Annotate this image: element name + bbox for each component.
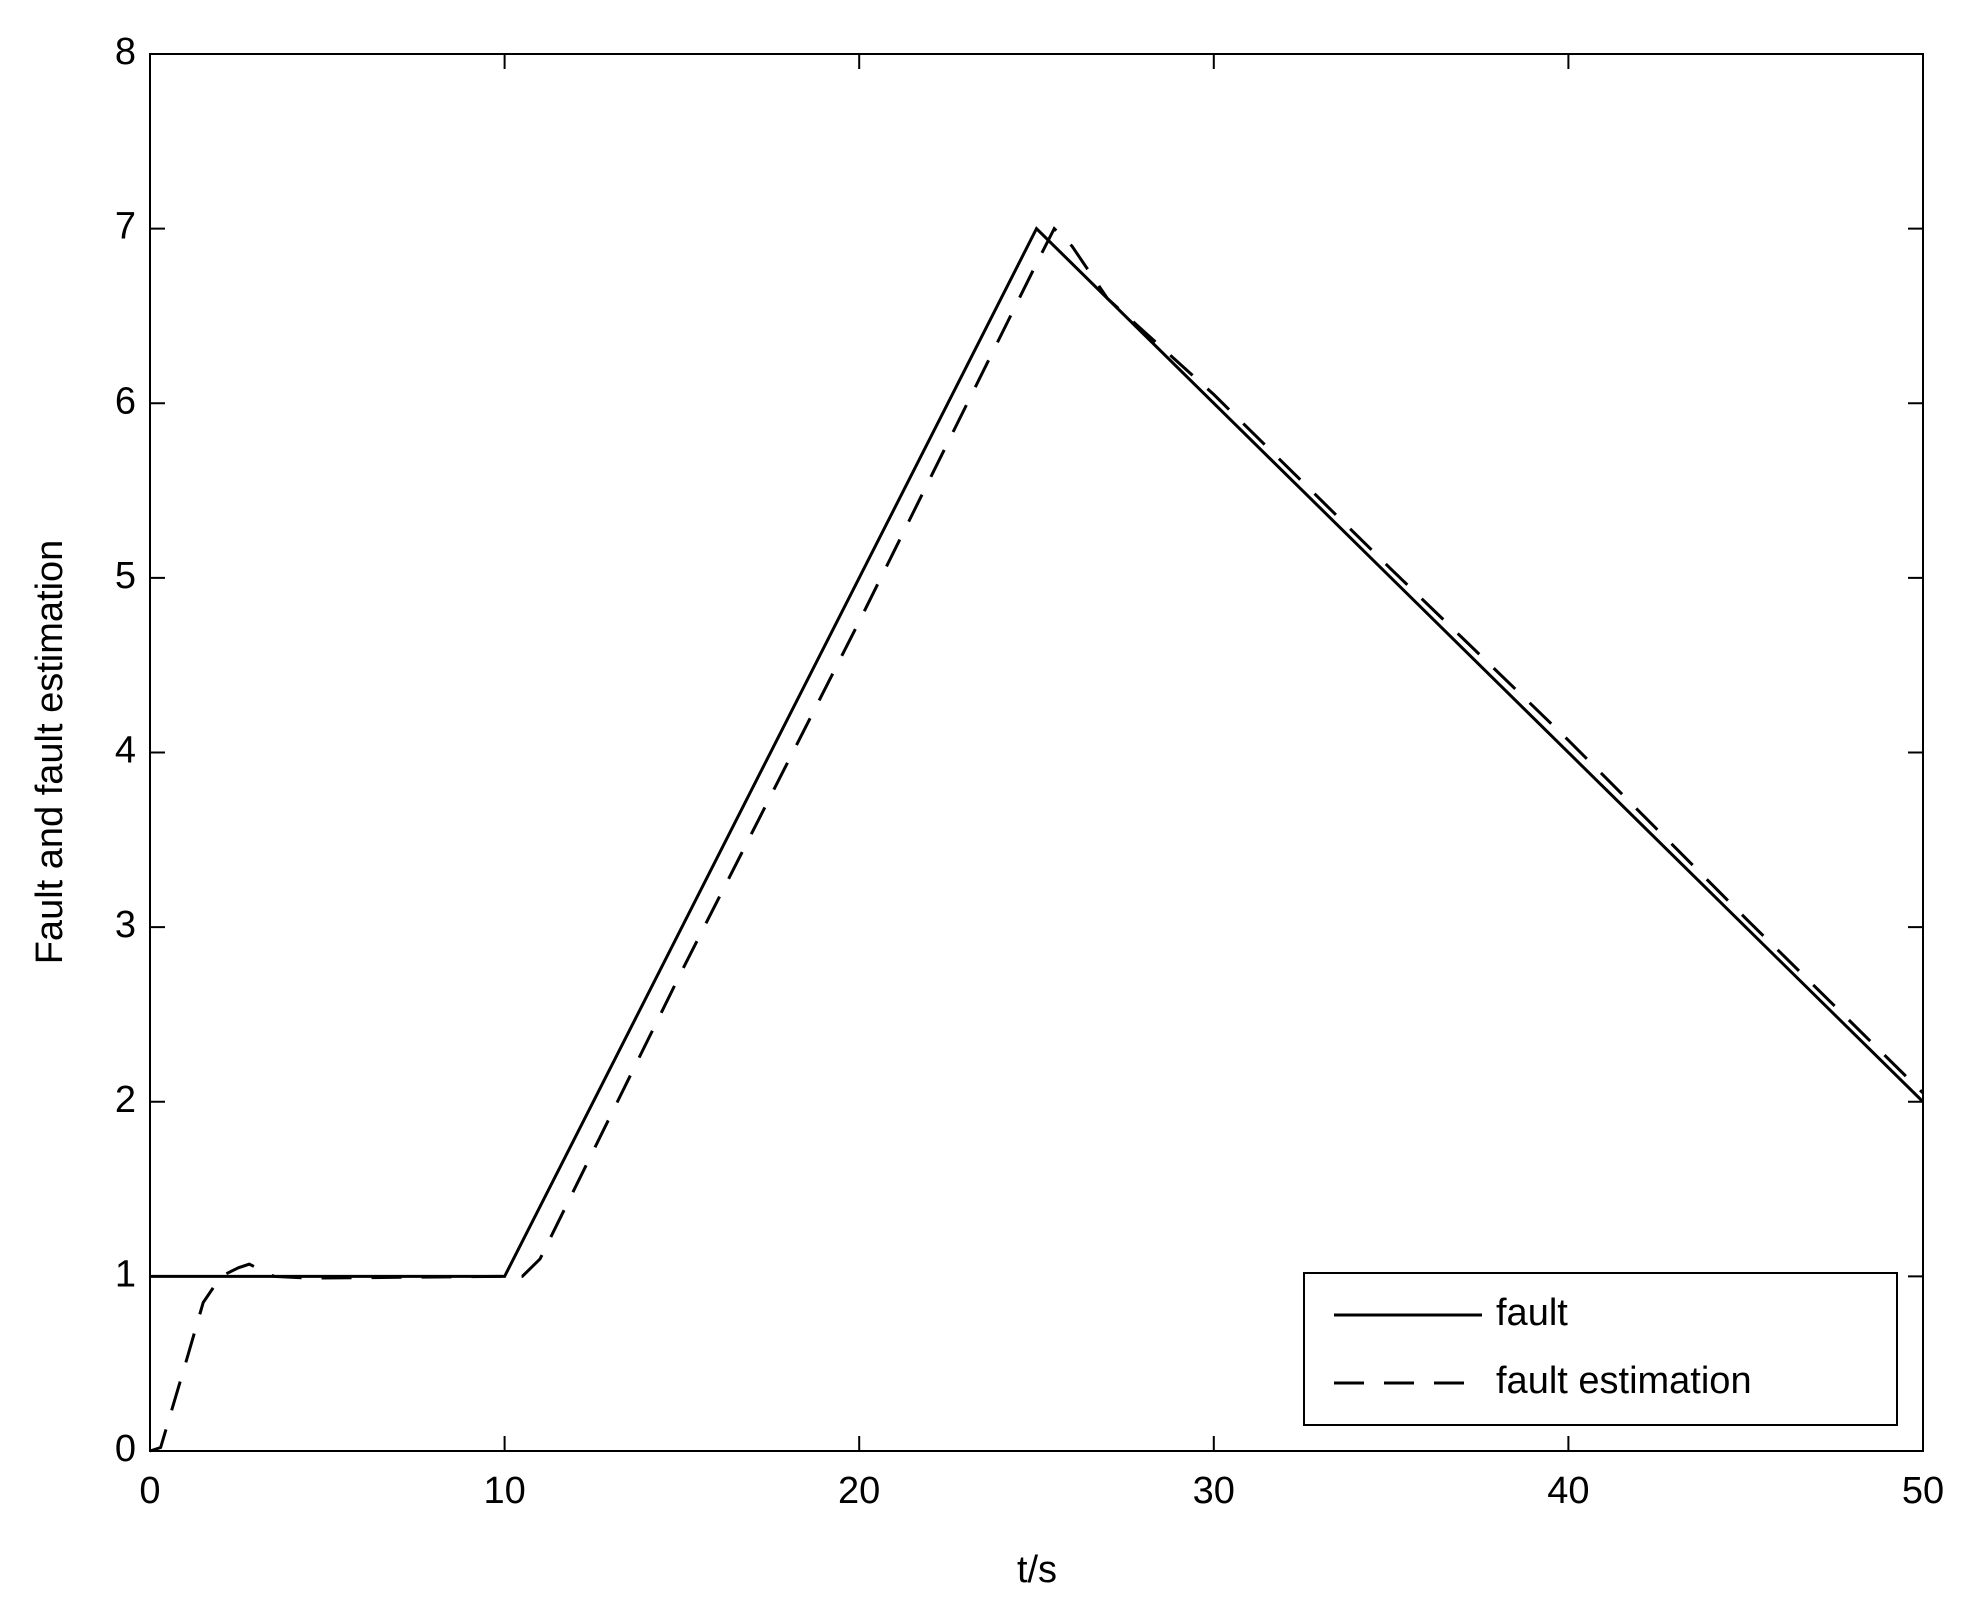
series-line	[149, 226, 1925, 1453]
plot-frame	[149, 53, 1924, 1452]
y-tick-label: 5	[115, 555, 136, 597]
legend-label: fault	[1496, 1292, 1568, 1334]
y-tick-label: 7	[115, 206, 136, 248]
x-tick-label: 0	[139, 1470, 160, 1512]
x-tick-label: 10	[483, 1470, 525, 1512]
y-tick-label: 2	[115, 1079, 136, 1121]
x-axis-label: t/s	[1017, 1549, 1057, 1591]
series-line	[150, 226, 1925, 1278]
x-tick-label: 40	[1547, 1470, 1589, 1512]
x-tick-label: 50	[1902, 1470, 1944, 1512]
legend-box	[1303, 1272, 1898, 1426]
y-tick-label: 8	[115, 31, 136, 73]
y-tick-label: 1	[115, 1253, 136, 1295]
y-tick-label: 0	[115, 1428, 136, 1470]
legend-label: fault estimation	[1496, 1360, 1752, 1402]
x-tick-label: 30	[1193, 1470, 1235, 1512]
x-tick-label: 20	[838, 1470, 880, 1512]
y-tick-label: 3	[115, 904, 136, 946]
y-axis-label: Fault and fault estimation	[29, 540, 71, 965]
y-tick-label: 6	[115, 380, 136, 422]
y-tick-label: 4	[115, 730, 136, 772]
